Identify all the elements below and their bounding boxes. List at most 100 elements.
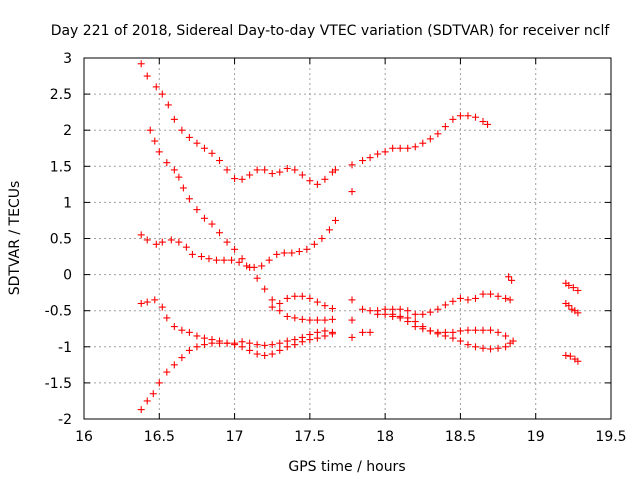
data-point bbox=[185, 133, 193, 141]
data-point bbox=[348, 333, 356, 341]
data-point bbox=[348, 161, 356, 169]
data-point bbox=[295, 247, 303, 255]
data-point bbox=[193, 206, 201, 214]
data-point bbox=[253, 341, 261, 349]
x-tick-labels: 16 16.5 17 17.5 18 18.5 19 19.5 bbox=[75, 429, 627, 445]
y-axis-label: SDTVAR / TECUs bbox=[7, 181, 23, 296]
data-point bbox=[502, 343, 510, 351]
data-point bbox=[426, 327, 434, 335]
y-tick-label: -2 bbox=[58, 412, 72, 428]
data-point bbox=[193, 139, 201, 147]
x-tick-label: 19.5 bbox=[595, 429, 626, 445]
data-point bbox=[396, 144, 404, 152]
data-point bbox=[574, 286, 582, 294]
data-point bbox=[494, 344, 502, 352]
x-tick-label: 17.5 bbox=[294, 429, 325, 445]
data-point bbox=[283, 164, 291, 172]
data-point bbox=[155, 379, 163, 387]
data-point bbox=[268, 350, 276, 358]
data-point bbox=[306, 294, 314, 302]
data-point bbox=[163, 159, 171, 167]
data-point bbox=[441, 332, 449, 340]
data-point bbox=[306, 316, 314, 324]
data-point bbox=[178, 326, 186, 334]
data-point bbox=[328, 315, 336, 323]
data-point bbox=[253, 166, 261, 174]
data-point bbox=[502, 294, 510, 302]
data-point bbox=[182, 243, 190, 251]
data-point bbox=[434, 305, 442, 313]
data-point bbox=[366, 154, 374, 162]
data-point bbox=[258, 262, 266, 270]
data-point bbox=[366, 328, 374, 336]
data-point bbox=[246, 171, 254, 179]
data-point bbox=[175, 173, 183, 181]
data-point bbox=[235, 258, 243, 266]
data-point bbox=[216, 339, 224, 347]
data-point bbox=[298, 333, 306, 341]
data-point bbox=[494, 292, 502, 300]
data-point bbox=[223, 339, 231, 347]
data-point bbox=[151, 137, 159, 145]
y-tick-label: 1.5 bbox=[50, 159, 72, 175]
data-point bbox=[502, 332, 510, 340]
data-point bbox=[231, 175, 239, 183]
data-point bbox=[389, 144, 397, 152]
data-point bbox=[193, 332, 201, 340]
x-tick-label: 18.5 bbox=[445, 429, 476, 445]
data-point bbox=[404, 314, 412, 322]
data-point bbox=[178, 354, 186, 362]
data-point bbox=[411, 318, 419, 326]
data-points bbox=[137, 60, 582, 414]
data-point bbox=[137, 299, 145, 307]
data-point bbox=[479, 118, 487, 126]
data-point bbox=[479, 344, 487, 352]
data-point bbox=[197, 253, 205, 261]
data-point bbox=[291, 336, 299, 344]
data-point bbox=[303, 245, 311, 253]
data-point bbox=[411, 143, 419, 151]
data-point bbox=[185, 195, 193, 203]
data-point bbox=[318, 235, 326, 242]
data-point bbox=[276, 346, 284, 354]
x-tick-label: 17 bbox=[226, 429, 244, 445]
data-point bbox=[265, 256, 273, 264]
data-point bbox=[268, 170, 276, 178]
data-point bbox=[200, 334, 208, 342]
data-point bbox=[298, 315, 306, 323]
data-point bbox=[506, 339, 514, 347]
data-point bbox=[152, 240, 160, 248]
data-point bbox=[565, 281, 573, 289]
data-point bbox=[250, 263, 258, 271]
data-point bbox=[313, 316, 321, 324]
data-point bbox=[291, 314, 299, 322]
data-point bbox=[158, 238, 166, 246]
data-point bbox=[313, 298, 321, 306]
data-point bbox=[449, 334, 457, 342]
data-point bbox=[137, 406, 145, 414]
data-point bbox=[471, 343, 479, 351]
data-point bbox=[456, 337, 464, 345]
data-point bbox=[574, 357, 582, 365]
data-point bbox=[243, 262, 251, 270]
data-point bbox=[238, 255, 246, 263]
data-point bbox=[268, 341, 276, 349]
data-point bbox=[298, 171, 306, 179]
data-point bbox=[268, 296, 276, 304]
data-point bbox=[246, 346, 254, 354]
data-point bbox=[404, 307, 412, 315]
data-point bbox=[366, 307, 374, 315]
data-point bbox=[158, 303, 166, 311]
data-point bbox=[283, 337, 291, 345]
data-point bbox=[321, 175, 329, 183]
data-point bbox=[238, 175, 246, 183]
data-point bbox=[494, 328, 502, 336]
data-point bbox=[193, 343, 201, 351]
data-point bbox=[574, 309, 582, 317]
plot-frame bbox=[83, 57, 612, 420]
data-point bbox=[231, 339, 239, 347]
data-point bbox=[152, 83, 160, 91]
data-point bbox=[396, 312, 404, 320]
data-point bbox=[426, 135, 434, 143]
